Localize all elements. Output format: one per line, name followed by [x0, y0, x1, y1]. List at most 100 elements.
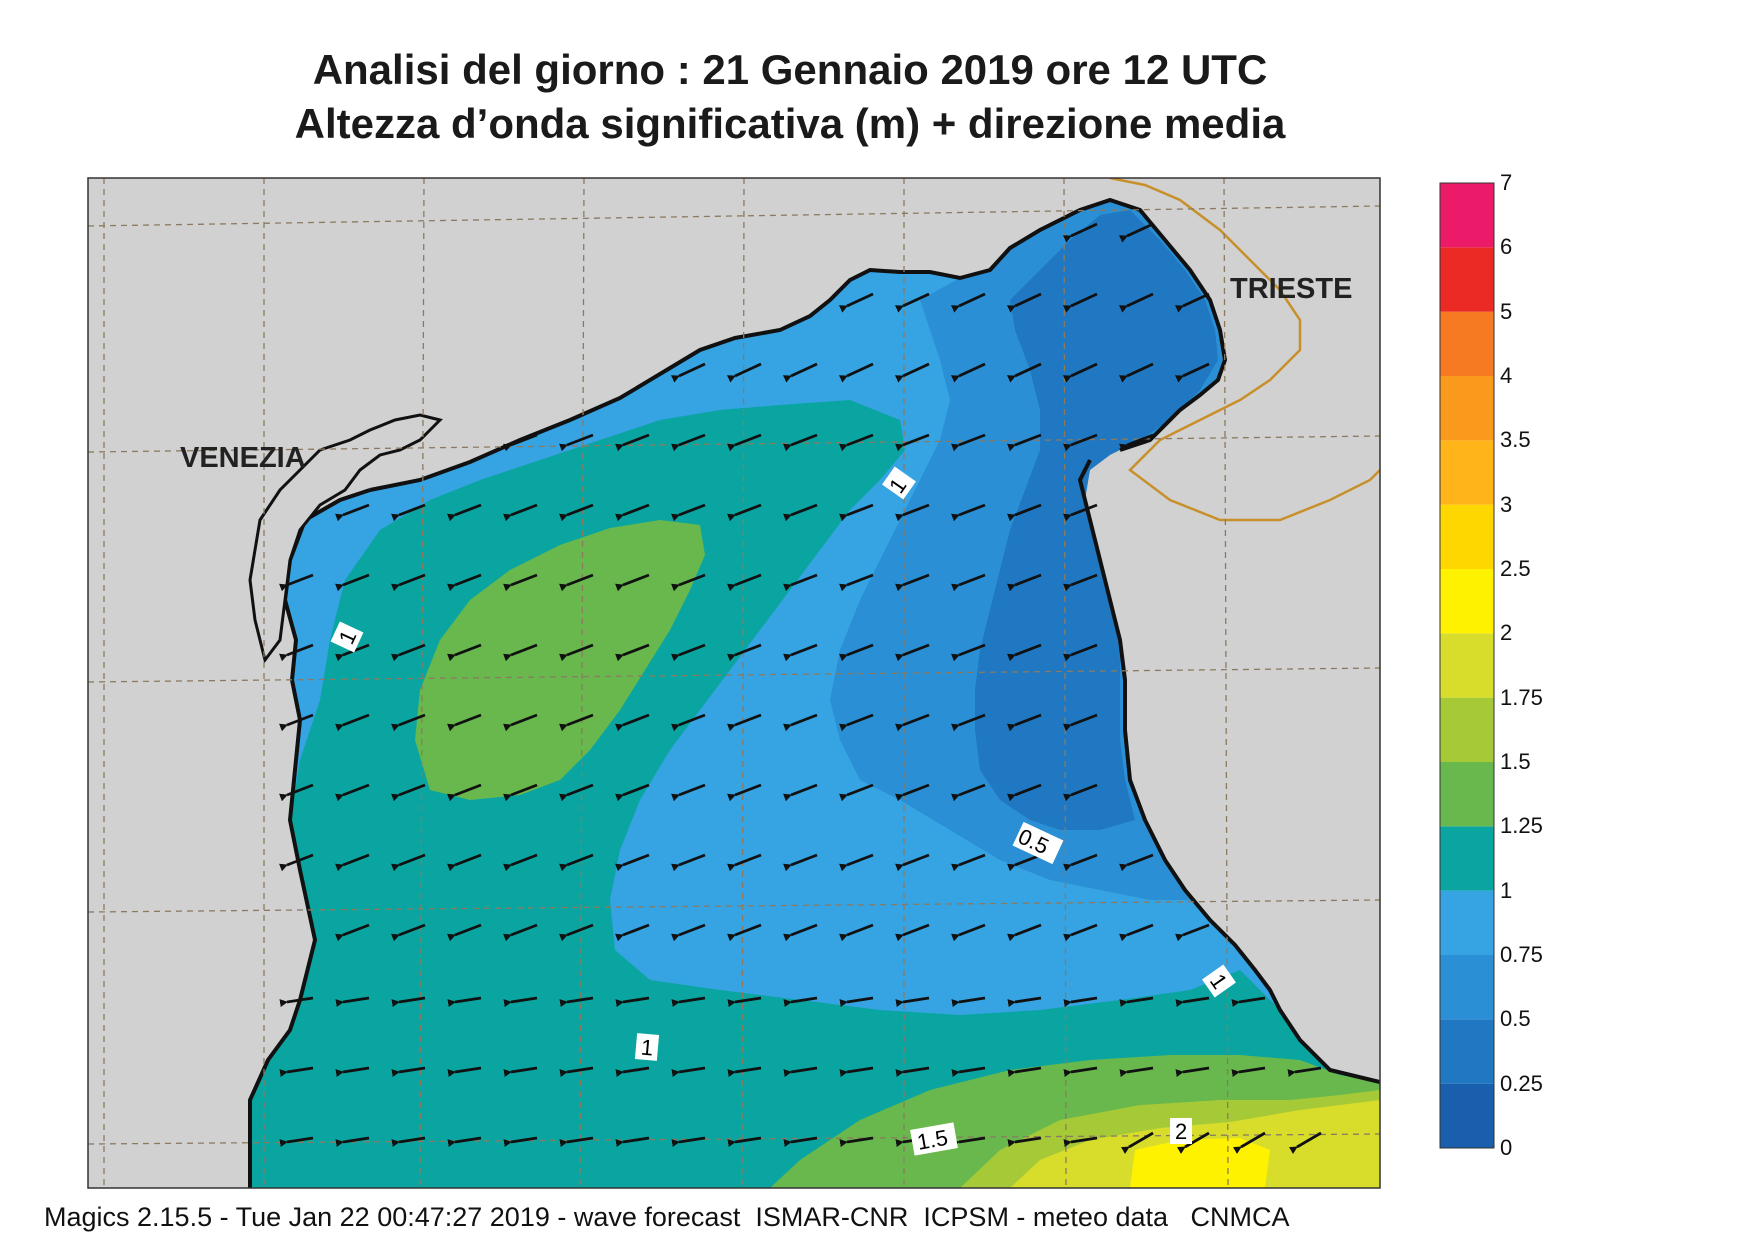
wave-arrow — [503, 713, 538, 732]
wave-arrow — [559, 783, 594, 802]
wave-arrow — [783, 713, 818, 732]
wave-arrow — [615, 573, 650, 592]
colorbar-swatch — [1440, 762, 1494, 827]
wave-arrow — [727, 1066, 762, 1078]
wave-arrow — [726, 362, 762, 383]
wave-arrow — [1006, 362, 1042, 383]
colorbar-tick-label: 0.5 — [1500, 1006, 1531, 1032]
wave-arrow — [727, 923, 762, 942]
colorbar-swatch — [1440, 440, 1494, 505]
wave-arrow — [1288, 1131, 1322, 1154]
wave-arrow — [559, 1066, 594, 1078]
wave-arrow — [783, 503, 818, 522]
colorbar-swatch — [1440, 504, 1494, 569]
footer-credits: Magics 2.15.5 - Tue Jan 22 00:47:27 2019… — [44, 1202, 1290, 1232]
wave-arrow — [1063, 996, 1098, 1008]
colorbar-swatch — [1440, 697, 1494, 762]
colorbar-tick-label: 1 — [1500, 877, 1513, 903]
wave-arrow — [951, 503, 986, 522]
colorbar-tick-label: 6 — [1500, 234, 1513, 260]
wave-arrow — [1063, 713, 1098, 732]
wave-arrow — [335, 783, 370, 802]
colorbar-tick-label: 1.75 — [1500, 684, 1543, 710]
wave-arrow — [391, 503, 426, 522]
graticule — [88, 178, 1380, 1188]
wave-arrow — [839, 853, 874, 872]
wave-arrow — [615, 713, 650, 732]
wave-arrow — [1007, 433, 1042, 452]
wave-arrow — [894, 292, 930, 313]
wave-arrow — [839, 713, 874, 732]
wave-arrow — [783, 1136, 818, 1148]
wave-arrow — [727, 783, 762, 802]
wave-arrow — [1118, 222, 1154, 243]
wave-arrow — [391, 713, 426, 732]
colorbar-swatch — [1440, 569, 1494, 634]
wave-arrow — [727, 713, 762, 732]
wave-arrow — [1007, 643, 1042, 662]
wave-arrow — [335, 996, 370, 1008]
wave-arrow — [671, 783, 706, 802]
wave-arrow — [839, 996, 874, 1008]
colorbar-swatch — [1440, 247, 1494, 312]
contour-label: 1 — [330, 621, 364, 653]
wave-arrow — [894, 362, 930, 383]
wave-arrow — [727, 503, 762, 522]
wave-arrow — [783, 923, 818, 942]
wave-arrow — [839, 643, 874, 662]
wave-arrow — [447, 853, 482, 872]
contour-label: 1.5 — [910, 1122, 958, 1156]
wave-arrow — [503, 643, 538, 662]
wave-arrow — [839, 503, 874, 522]
colorbar-swatch — [1440, 311, 1494, 376]
wave-arrow — [1062, 362, 1098, 383]
colorbar-tick-label: 3.5 — [1500, 427, 1531, 453]
wave-arrow — [447, 1136, 482, 1148]
wave-arrow — [1231, 996, 1266, 1008]
wave-arrow — [391, 1136, 426, 1148]
wave-arrow — [279, 853, 314, 872]
wave-arrow — [615, 783, 650, 802]
wave-arrow — [391, 996, 426, 1008]
wave-arrow — [671, 713, 706, 732]
wave-arrow — [671, 643, 706, 662]
colorbar-tick-label: 1.5 — [1500, 749, 1531, 774]
wave-arrow — [559, 573, 594, 592]
colorbar-tick-label: 2.5 — [1500, 556, 1531, 581]
wave-arrow — [1231, 1066, 1266, 1078]
wave-arrow — [559, 853, 594, 872]
city-label-venezia: VENEZIA — [180, 442, 306, 474]
wave-arrow — [783, 783, 818, 802]
wave-arrow — [1175, 996, 1210, 1008]
colorbar-swatch — [1440, 183, 1494, 248]
wave-arrow — [1063, 1066, 1098, 1078]
wave-arrow — [783, 643, 818, 662]
wave-arrow — [951, 1066, 986, 1078]
wave-arrow — [950, 292, 986, 313]
wave-arrow — [503, 433, 538, 452]
wave-arrow — [1063, 853, 1098, 872]
wave-arrow — [1175, 923, 1210, 942]
wave-arrow — [951, 996, 986, 1008]
wave-arrow — [559, 713, 594, 732]
colorbar-swatch — [1440, 376, 1494, 441]
map-frame — [87, 177, 1381, 1189]
contour-label: 1 — [634, 1033, 660, 1061]
wave-arrow — [447, 503, 482, 522]
contour-label-text: 1 — [640, 1035, 654, 1061]
wave-arrow — [503, 996, 538, 1008]
wave-arrow — [671, 573, 706, 592]
wave-arrow — [783, 573, 818, 592]
wave-arrow — [783, 996, 818, 1008]
wave-arrow — [1176, 1131, 1210, 1154]
wave-arrow — [951, 923, 986, 942]
wave-arrow — [895, 783, 930, 802]
map-title: Analisi del giorno : 21 Gennaio 2019 ore… — [312, 46, 1268, 93]
wave-arrow — [559, 1136, 594, 1148]
wave-arrow — [895, 643, 930, 662]
colorbar-tick-label: 7 — [1500, 170, 1513, 195]
contour-label: 2 — [1170, 1118, 1192, 1144]
colorbar-swatch — [1440, 1019, 1494, 1084]
wave-arrow — [727, 433, 762, 452]
wave-arrow — [279, 1066, 314, 1078]
